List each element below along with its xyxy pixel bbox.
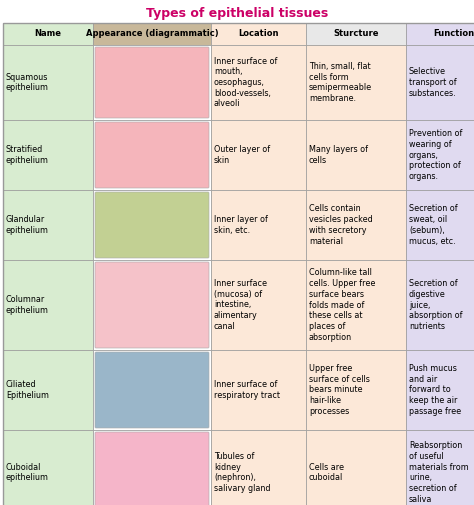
Text: Inner surface of
respiratory tract: Inner surface of respiratory tract [214,380,280,400]
FancyBboxPatch shape [95,432,209,505]
Text: Thin, small, flat
cells form
semipermeable
membrane.: Thin, small, flat cells form semipermeab… [309,62,372,103]
Bar [3,45,93,120]
Bar [3,430,93,505]
Bar [306,45,406,120]
Text: Many layers of
cells: Many layers of cells [309,145,368,165]
Bar [406,350,474,430]
Text: Appearance (diagrammatic): Appearance (diagrammatic) [86,29,219,38]
Text: Glandular
epithelium: Glandular epithelium [6,215,49,235]
Text: Secretion of
sweat, oil
(sebum),
mucus, etc.: Secretion of sweat, oil (sebum), mucus, … [409,205,457,245]
Bar [406,260,474,350]
Text: Cuboidal
epithelium: Cuboidal epithelium [6,463,49,482]
Bar [93,23,211,45]
FancyBboxPatch shape [95,262,209,348]
Text: Push mucus
and air
forward to
keep the air
passage free: Push mucus and air forward to keep the a… [409,364,461,416]
Bar [406,430,474,505]
Text: Secretion of
digestive
juice,
absorption of
nutrients: Secretion of digestive juice, absorption… [409,279,463,331]
Text: Columnar
epithelium: Columnar epithelium [6,295,49,315]
Text: Column-like tall
cells. Upper free
surface bears
folds made of
these cells at
pl: Column-like tall cells. Upper free surfa… [309,268,375,342]
Bar [211,45,306,120]
Text: Location: Location [238,29,279,38]
Bar [306,23,406,45]
Text: Name: Name [35,29,62,38]
Text: Tubules of
kidney
(nephron),
salivary gland: Tubules of kidney (nephron), salivary gl… [214,452,271,493]
Bar [306,430,406,505]
Bar [406,23,474,45]
Text: Reabsorption
of useful
materials from
urine,
secretion of
saliva: Reabsorption of useful materials from ur… [409,441,469,504]
Text: Outer layer of
skin: Outer layer of skin [214,145,270,165]
Text: Upper free
surface of cells
bears minute
hair-like
processes: Upper free surface of cells bears minute… [309,364,370,416]
Bar [3,120,93,190]
Bar [211,23,306,45]
Bar [406,120,474,190]
Bar [306,260,406,350]
Bar [306,350,406,430]
Bar [93,120,211,190]
FancyBboxPatch shape [95,122,209,188]
Text: Sturcture: Sturcture [333,29,379,38]
Bar [93,45,211,120]
Text: Stratified
epithelium: Stratified epithelium [6,145,49,165]
Text: Function: Function [433,29,474,38]
FancyBboxPatch shape [95,192,209,258]
Bar [3,23,93,45]
Text: Inner surface
(mucosa) of
intestine,
alimentary
canal: Inner surface (mucosa) of intestine, ali… [214,279,267,331]
FancyBboxPatch shape [95,47,209,118]
Bar [211,350,306,430]
Text: Cells contain
vesicles packed
with secretory
material: Cells contain vesicles packed with secre… [309,205,373,245]
Bar [211,430,306,505]
Text: Squamous
epithelium: Squamous epithelium [6,73,49,92]
Bar [211,120,306,190]
Bar [93,350,211,430]
Bar [211,190,306,260]
Bar [406,45,474,120]
Bar [93,430,211,505]
Text: Prevention of
wearing of
organs,
protection of
organs.: Prevention of wearing of organs, protect… [409,129,462,181]
Bar [3,260,93,350]
Bar [211,260,306,350]
Text: Inner layer of
skin, etc.: Inner layer of skin, etc. [214,215,268,235]
Bar [306,190,406,260]
Bar [306,120,406,190]
Bar [93,260,211,350]
Bar [93,190,211,260]
Text: Cells are
cuboidal: Cells are cuboidal [309,463,344,482]
FancyBboxPatch shape [95,352,209,428]
Text: Ciliated
Epithelium: Ciliated Epithelium [6,380,49,400]
Text: Selective
transport of
substances.: Selective transport of substances. [409,67,456,98]
Bar [3,350,93,430]
Bar [406,190,474,260]
Text: Types of epithelial tissues: Types of epithelial tissues [146,7,328,20]
Text: Inner surface of
mouth,
oesophagus,
blood-vessels,
alveoli: Inner surface of mouth, oesophagus, bloo… [214,57,277,109]
Bar [3,190,93,260]
